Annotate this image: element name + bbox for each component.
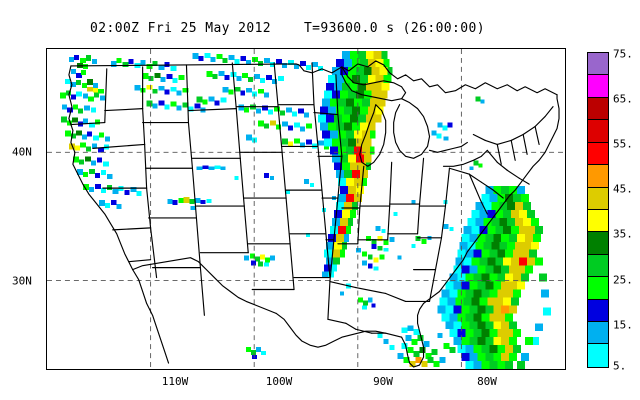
- y-tick-40n: 40N: [12, 145, 32, 159]
- x-tick-100w: 100W: [265, 375, 293, 388]
- reflectivity-colorbar: [587, 52, 609, 368]
- cbar-label-25: 25.: [613, 273, 633, 287]
- cbar-label-65: 65.: [613, 92, 633, 106]
- cbar-segment: [588, 277, 608, 300]
- cbar-label-35: 35.: [613, 227, 633, 241]
- cbar-segment: [588, 165, 608, 188]
- y-tick-30n: 30N: [12, 274, 32, 288]
- echo-group-northern-plains: [192, 52, 329, 150]
- echo-group-florida: [377, 325, 456, 368]
- x-tick-80w: 80W: [477, 375, 497, 388]
- cbar-segment: [588, 120, 608, 143]
- echo-group-central-plains: [167, 165, 346, 360]
- cbar-segment: [588, 232, 608, 255]
- cbar-segment: [588, 322, 608, 345]
- cbar-label-5: 5.: [613, 359, 627, 373]
- cbar-segment: [588, 344, 608, 367]
- figure-title: 02:00Z Fri 25 May 2012 T=93600.0 s (26:0…: [90, 21, 485, 36]
- cbar-label-75: 75.: [613, 47, 633, 61]
- cbar-segment: [588, 97, 608, 121]
- cbar-label-15: 15.: [613, 318, 633, 332]
- x-tick-110w: 110W: [161, 375, 189, 388]
- map-plot-area: [46, 48, 566, 370]
- cbar-segment: [588, 209, 608, 233]
- cbar-segment: [588, 75, 608, 98]
- cbar-segment: [588, 53, 608, 76]
- cbar-segment: [588, 187, 608, 210]
- cbar-segment: [588, 254, 608, 278]
- echo-group-midwest-squall-line: [317, 50, 393, 278]
- echo-group-northern-rockies: [110, 57, 206, 113]
- x-tick-90w: 90W: [373, 375, 393, 388]
- reflectivity-layer: [59, 50, 552, 369]
- lat-lon-gridlines: [47, 49, 565, 369]
- map-canvas: [47, 49, 565, 369]
- cbar-segment: [588, 142, 608, 166]
- echo-group-atlantic-offshore: [437, 186, 552, 369]
- cbar-label-45: 45.: [613, 182, 633, 196]
- cbar-segment: [588, 299, 608, 323]
- political-boundaries: [68, 60, 560, 368]
- cbar-label-55: 55.: [613, 137, 633, 151]
